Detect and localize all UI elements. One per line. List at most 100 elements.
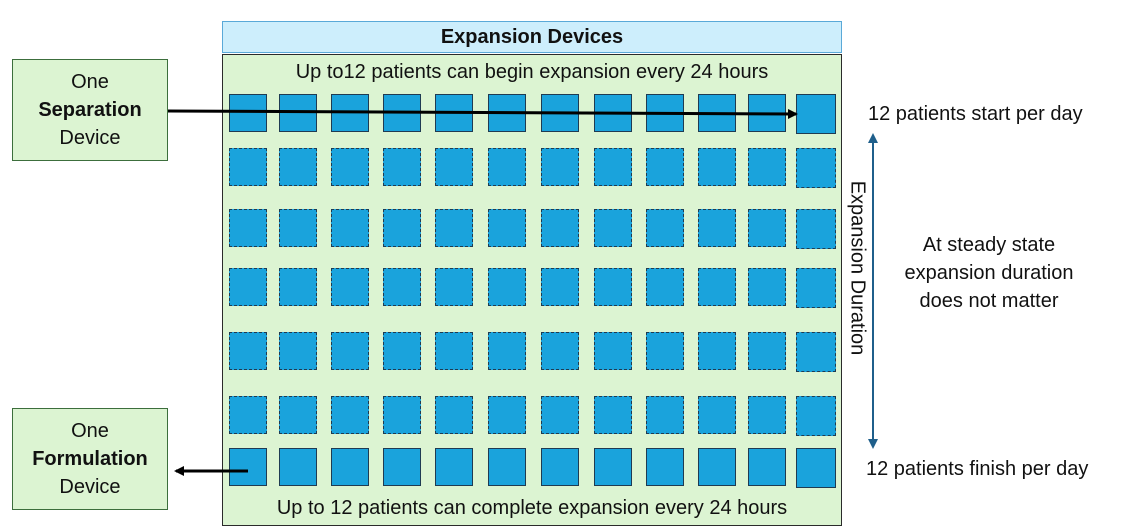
expansion-device-active xyxy=(279,448,317,486)
steady-line2: expansion duration xyxy=(904,262,1074,284)
title-text: Expansion Devices xyxy=(440,25,624,48)
expansion-device-in-progress xyxy=(796,148,836,188)
expansion-device-active xyxy=(331,94,369,132)
expansion-device-active xyxy=(748,448,786,486)
expansion-device-active xyxy=(331,448,369,486)
expansion-device-in-progress xyxy=(698,332,736,370)
separation-line1: One xyxy=(71,71,109,93)
formulation-line1: One xyxy=(71,420,109,442)
expansion-device-in-progress xyxy=(796,268,836,308)
expansion-device-in-progress xyxy=(541,268,579,306)
expansion-device-in-progress xyxy=(383,209,421,247)
expansion-device-active xyxy=(488,94,526,132)
expansion-device-in-progress xyxy=(331,148,369,186)
expansion-device-in-progress xyxy=(748,268,786,306)
expansion-device-in-progress xyxy=(796,396,836,436)
expansion-device-active xyxy=(383,94,421,132)
expansion-device-active xyxy=(279,94,317,132)
expansion-device-in-progress xyxy=(331,396,369,434)
expansion-panel: Up to12 patients can begin expansion eve… xyxy=(222,54,842,526)
expansion-device-in-progress xyxy=(229,209,267,247)
expansion-device-in-progress xyxy=(488,396,526,434)
expansion-device-active xyxy=(229,448,267,486)
expansion-device-in-progress xyxy=(435,148,473,186)
finish-note: 12 patients finish per day xyxy=(866,458,1089,480)
expansion-device-in-progress xyxy=(383,148,421,186)
expansion-device-active xyxy=(748,94,786,132)
separation-line2: Separation xyxy=(38,99,142,121)
expansion-device-in-progress xyxy=(279,396,317,434)
expansion-device-in-progress xyxy=(594,396,632,434)
expansion-device-in-progress xyxy=(541,332,579,370)
expansion-device-in-progress xyxy=(279,268,317,306)
expansion-device-active xyxy=(646,448,684,486)
expansion-device-active xyxy=(383,448,421,486)
expansion-device-in-progress xyxy=(698,148,736,186)
expansion-device-in-progress xyxy=(383,396,421,434)
expansion-device-in-progress xyxy=(646,396,684,434)
expansion-device-in-progress xyxy=(488,268,526,306)
expansion-device-in-progress xyxy=(748,148,786,186)
steady-line1: At steady state xyxy=(922,234,1056,256)
separation-line3: Device xyxy=(59,127,121,149)
expansion-device-in-progress xyxy=(229,332,267,370)
expansion-device-in-progress xyxy=(541,209,579,247)
formulation-line3: Device xyxy=(59,476,121,498)
expansion-device-in-progress xyxy=(435,332,473,370)
top-caption: Up to12 patients can begin expansion eve… xyxy=(295,61,769,83)
expansion-device-in-progress xyxy=(383,268,421,306)
expansion-duration-label: Expansion Duration xyxy=(846,180,869,356)
expansion-device-in-progress xyxy=(541,148,579,186)
expansion-device-active xyxy=(541,448,579,486)
expansion-device-in-progress xyxy=(594,332,632,370)
expansion-device-active xyxy=(698,448,736,486)
expansion-device-active xyxy=(796,448,836,488)
expansion-device-active xyxy=(488,448,526,486)
expansion-device-in-progress xyxy=(796,332,836,372)
expansion-device-in-progress xyxy=(748,332,786,370)
expansion-device-in-progress xyxy=(698,396,736,434)
expansion-device-in-progress xyxy=(488,148,526,186)
expansion-device-in-progress xyxy=(488,209,526,247)
expansion-device-in-progress xyxy=(229,148,267,186)
expansion-device-in-progress xyxy=(594,268,632,306)
separation-device-box: One Separation Device xyxy=(12,59,168,161)
expansion-device-in-progress xyxy=(646,209,684,247)
expansion-device-in-progress xyxy=(594,209,632,247)
expansion-device-in-progress xyxy=(435,209,473,247)
expansion-device-active xyxy=(435,448,473,486)
formulation-line2: Formulation xyxy=(32,448,148,470)
expansion-device-active xyxy=(796,94,836,134)
expansion-device-in-progress xyxy=(279,332,317,370)
expansion-device-in-progress xyxy=(748,396,786,434)
expansion-device-in-progress xyxy=(435,268,473,306)
expansion-device-in-progress xyxy=(488,332,526,370)
expansion-device-in-progress xyxy=(646,268,684,306)
expansion-device-active xyxy=(698,94,736,132)
expansion-device-in-progress xyxy=(279,209,317,247)
expansion-device-in-progress xyxy=(646,332,684,370)
expansion-device-active xyxy=(594,94,632,132)
steady-line3: does not matter xyxy=(919,290,1059,312)
expansion-device-in-progress xyxy=(796,209,836,249)
bottom-caption: Up to 12 patients can complete expansion… xyxy=(276,497,788,519)
expansion-device-in-progress xyxy=(698,209,736,247)
expansion-device-in-progress xyxy=(279,148,317,186)
expansion-device-active xyxy=(229,94,267,132)
formulation-device-box: One Formulation Device xyxy=(12,408,168,510)
expansion-device-active xyxy=(594,448,632,486)
start-note: 12 patients start per day xyxy=(868,103,1083,125)
expansion-device-in-progress xyxy=(541,396,579,434)
expansion-device-in-progress xyxy=(229,268,267,306)
expansion-device-in-progress xyxy=(383,332,421,370)
expansion-device-in-progress xyxy=(748,209,786,247)
expansion-device-in-progress xyxy=(331,332,369,370)
expansion-device-in-progress xyxy=(331,209,369,247)
expansion-device-in-progress xyxy=(646,148,684,186)
expansion-device-active xyxy=(646,94,684,132)
expansion-device-in-progress xyxy=(435,396,473,434)
steady-state-note: At steady state expansion duration does … xyxy=(890,231,1088,315)
expansion-device-active xyxy=(541,94,579,132)
expansion-device-in-progress xyxy=(698,268,736,306)
expansion-devices-title: Expansion Devices xyxy=(222,21,842,53)
